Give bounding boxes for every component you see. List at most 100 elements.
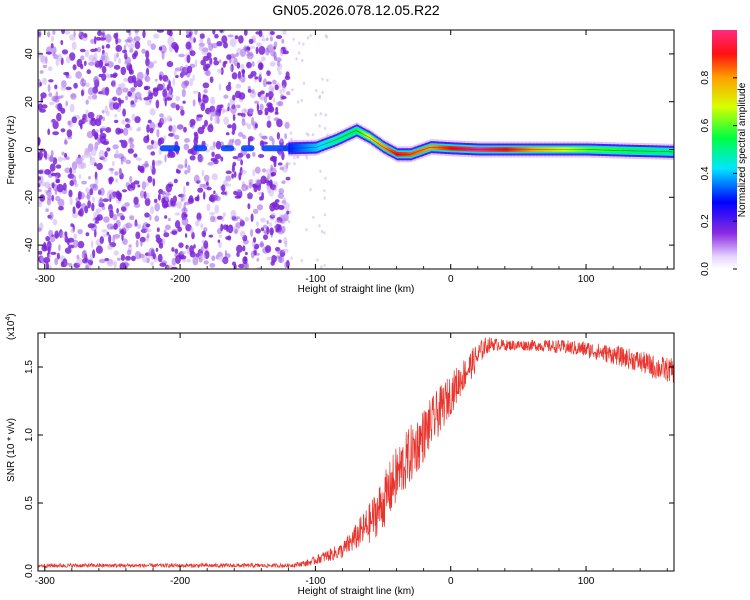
spectrogram-noise-speck	[113, 223, 118, 230]
spectrogram-noise-speck	[129, 143, 135, 149]
spectrogram-noise-speck	[246, 55, 254, 60]
colorbar-gradient	[712, 30, 737, 269]
spectrogram-noise-speck	[260, 227, 265, 232]
spectrogram-ridge-cell	[346, 132, 349, 137]
spectrogram-noise-speck	[89, 188, 94, 196]
spectrogram-noise-speck	[227, 34, 234, 38]
spectrogram-noise-speck	[244, 122, 248, 126]
spectrogram-noise-speck	[108, 167, 115, 171]
spectrogram-noise-speck	[204, 119, 208, 127]
spectrogram-noise-speck	[202, 94, 206, 99]
spectrogram-noise-speck	[133, 180, 140, 185]
spectrogram-noise-speck	[181, 71, 186, 77]
spectrogram-noise-speck	[257, 204, 263, 211]
spectrogram-noise-speck	[286, 210, 290, 215]
spectrogram-noise-speck	[209, 57, 213, 66]
spectrogram-noise-speck	[146, 124, 150, 133]
spectrogram-noise-speck	[254, 100, 259, 104]
spectrogram-noise-speck	[121, 206, 127, 212]
spectrogram-noise-speck	[211, 173, 218, 181]
spectrogram-ridge-cell	[357, 128, 360, 134]
spectrogram-noise-speck	[58, 205, 64, 211]
spectrogram-noise-speck	[221, 184, 226, 193]
colorbar-tick-label: 0.6	[700, 118, 711, 132]
spectrogram-noise-speck	[279, 49, 284, 57]
spectrogram-noise-speck	[38, 137, 41, 146]
spectrogram-ridge-cell	[324, 141, 327, 147]
spectrogram-noise-speck	[149, 165, 153, 171]
spectrogram-noise-speck	[104, 151, 108, 158]
spectrogram-noise-speck	[292, 37, 295, 41]
spectrogram-noise-speck	[134, 30, 139, 33]
spectrogram-ridge-layer	[288, 122, 674, 163]
spectrogram-ridge-cell	[374, 139, 377, 144]
spectrogram-noise-speck	[131, 75, 137, 83]
spectrogram-noise-speck	[201, 240, 205, 244]
spectrogram-noise-speck	[156, 227, 160, 232]
spectrogram-noise-speck	[114, 119, 119, 124]
spectrogram-noise-speck	[84, 205, 89, 214]
spectrogram-noise-speck	[210, 157, 218, 162]
spectrogram-ridge-cell	[366, 133, 369, 139]
spectrogram-noise-speck	[130, 255, 136, 262]
spectrogram-noise-layer	[38, 30, 329, 269]
spectrogram-noise-speck	[69, 34, 76, 41]
spectrogram-ridge-cell	[354, 128, 357, 134]
spectrogram-ridge-cell	[350, 130, 353, 136]
spectrogram-noise-speck	[187, 197, 194, 204]
spectrogram-noise-speck	[296, 100, 300, 104]
spectrogram-noise-speck	[242, 69, 245, 78]
spectrogram-noise-speck	[286, 91, 291, 96]
spectrogram-noise-speck	[68, 244, 75, 249]
spectrogram-noise-speck	[171, 230, 178, 235]
spectrogram-noise-speck	[260, 94, 265, 101]
spectrogram-noise-speck	[206, 203, 211, 212]
spectrogram-ridge-cell	[356, 128, 358, 133]
spectrogram-noise-speck	[284, 262, 287, 269]
spectrogram-noise-speck	[145, 223, 151, 228]
spectrogram-noise-speck	[319, 169, 322, 173]
spectrogram-noise-speck	[39, 70, 44, 74]
spectrogram-noise-speck	[212, 141, 216, 148]
spectrogram-noise-speck	[126, 249, 132, 256]
spectrogram-noise-speck	[73, 82, 78, 89]
x-tick-label: 100	[578, 576, 595, 587]
spectrogram-noise-speck	[98, 59, 104, 68]
spectrogram-noise-speck	[106, 190, 111, 200]
spectrogram-noise-speck	[276, 57, 282, 63]
spectrogram-noise-speck	[254, 76, 259, 80]
spectrogram-noise-speck	[268, 43, 275, 53]
spectrogram-noise-speck	[166, 78, 170, 83]
spectrogram-noise-speck	[168, 183, 174, 187]
spectrogram-noise-speck	[160, 116, 167, 124]
spectrogram-noise-speck	[242, 256, 248, 265]
spectrogram-noise-speck	[225, 132, 230, 136]
spectrogram-noise-speck	[69, 103, 75, 113]
spectrogram-noise-speck	[60, 85, 67, 91]
spectrogram-noise-speck	[206, 186, 212, 191]
spectrogram-noise-speck	[149, 206, 155, 215]
spectrogram-noise-speck	[128, 137, 134, 145]
spectrogram-noise-speck	[236, 104, 241, 109]
spectrogram-noise-speck	[122, 127, 129, 136]
spectrogram-noise-speck	[102, 198, 109, 202]
y-tick-label: 1.0	[24, 428, 35, 442]
spectrogram-noise-speck	[258, 154, 265, 158]
spectrogram-noise-speck	[57, 200, 61, 205]
spectrogram-noise-speck	[241, 118, 246, 127]
spectrogram-noise-speck	[189, 118, 196, 126]
spectrogram-noise-speck	[129, 175, 133, 183]
spectrogram-noise-speck	[118, 128, 124, 134]
spectrogram-noise-speck	[51, 182, 55, 189]
spectrogram-noise-speck	[86, 191, 91, 201]
spectrogram-noise-speck	[95, 129, 100, 133]
spectrogram-noise-speck	[144, 197, 151, 207]
spectrogram-noise-speck	[65, 56, 71, 64]
spectrogram-noise-speck	[232, 114, 236, 121]
spectrogram-noise-speck	[276, 66, 280, 72]
spectrogram-noise-speck	[214, 153, 221, 160]
spectrogram-noise-speck	[241, 183, 248, 192]
spectrogram-noise-speck	[144, 182, 149, 187]
spectrogram-noise-speck	[92, 196, 95, 203]
spectrogram-noise-speck	[235, 83, 242, 89]
